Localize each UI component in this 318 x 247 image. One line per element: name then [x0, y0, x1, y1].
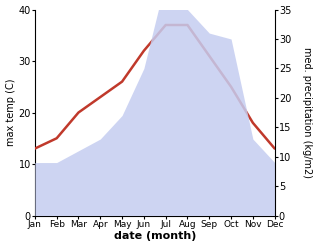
Y-axis label: max temp (C): max temp (C)	[5, 79, 16, 146]
X-axis label: date (month): date (month)	[114, 231, 196, 242]
Y-axis label: med. precipitation (kg/m2): med. precipitation (kg/m2)	[302, 47, 313, 178]
